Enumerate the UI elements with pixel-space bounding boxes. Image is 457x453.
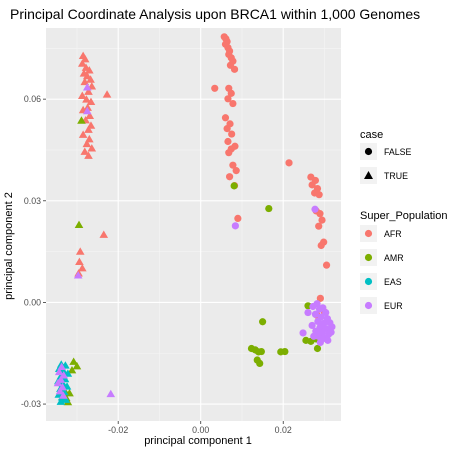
point-afr-false — [233, 167, 240, 174]
legend-key-eas — [365, 278, 372, 285]
point-eur-false — [304, 309, 311, 316]
point-afr-false — [229, 100, 236, 107]
legend-key-eur — [365, 302, 372, 309]
point-afr-false — [228, 130, 235, 137]
point-afr-false — [225, 149, 232, 156]
point-afr-false — [315, 223, 322, 230]
point-amr-false — [256, 360, 263, 367]
point-afr-false — [323, 262, 330, 269]
x-axis-title: principal component 1 — [144, 435, 252, 447]
point-amr-false — [259, 318, 266, 325]
y-axis-ticks: -0.03 0.00 0.03 0.06 — [21, 94, 46, 409]
point-amr-false — [231, 182, 238, 189]
y-tick-label: 0.06 — [24, 94, 41, 104]
point-eur-false — [317, 339, 324, 346]
plot-panel — [46, 28, 341, 421]
legend-key-afr — [365, 230, 372, 237]
y-axis-title: principal component 2 — [3, 192, 15, 300]
legend-label-amr: AMR — [384, 253, 404, 263]
point-eur-false — [311, 206, 318, 213]
legend-super-population: Super_Population AFR AMR EAS EUR — [360, 210, 447, 314]
x-tick-label: -0.02 — [108, 425, 128, 435]
legend-key-amr — [365, 254, 372, 261]
legend-population-title: Super_Population — [360, 210, 447, 222]
legend-label-eur: EUR — [384, 301, 403, 311]
point-afr-false — [222, 114, 229, 121]
point-eur-false — [327, 329, 334, 336]
point-afr-false — [316, 191, 323, 198]
legend-label-true: TRUE — [384, 171, 408, 181]
point-afr-false — [318, 216, 325, 223]
x-axis-ticks: -0.02 0.00 0.02 — [108, 421, 292, 435]
point-afr-false — [231, 66, 238, 73]
point-amr-false — [265, 205, 272, 212]
point-eur-false — [309, 303, 316, 310]
point-afr-false — [226, 173, 233, 180]
chart-title: Principal Coordinate Analysis upon BRCA1… — [10, 6, 420, 22]
legend-label-eas: EAS — [384, 277, 402, 287]
point-amr-false — [258, 348, 265, 355]
point-afr-false — [285, 159, 292, 166]
y-tick-label: 0.00 — [24, 297, 41, 307]
y-tick-label: -0.03 — [21, 399, 41, 409]
point-afr-false — [234, 215, 241, 222]
point-afr-false — [224, 138, 231, 145]
point-eur-false — [232, 222, 239, 229]
legend-case-title: case — [360, 129, 383, 141]
point-amr-false — [281, 348, 288, 355]
point-eur-false — [299, 329, 306, 336]
legend-label-false: FALSE — [384, 147, 412, 157]
legend-key-circle — [365, 148, 372, 155]
point-afr-false — [318, 242, 325, 249]
x-tick-label: 0.00 — [192, 425, 209, 435]
point-eur-false — [310, 333, 317, 340]
point-afr-false — [211, 85, 218, 92]
point-eur-false — [324, 337, 331, 344]
legend-label-afr: AFR — [384, 229, 402, 239]
y-tick-label: 0.03 — [24, 196, 41, 206]
legend-case: case FALSE TRUE — [360, 129, 412, 184]
x-tick-label: 0.02 — [275, 425, 292, 435]
